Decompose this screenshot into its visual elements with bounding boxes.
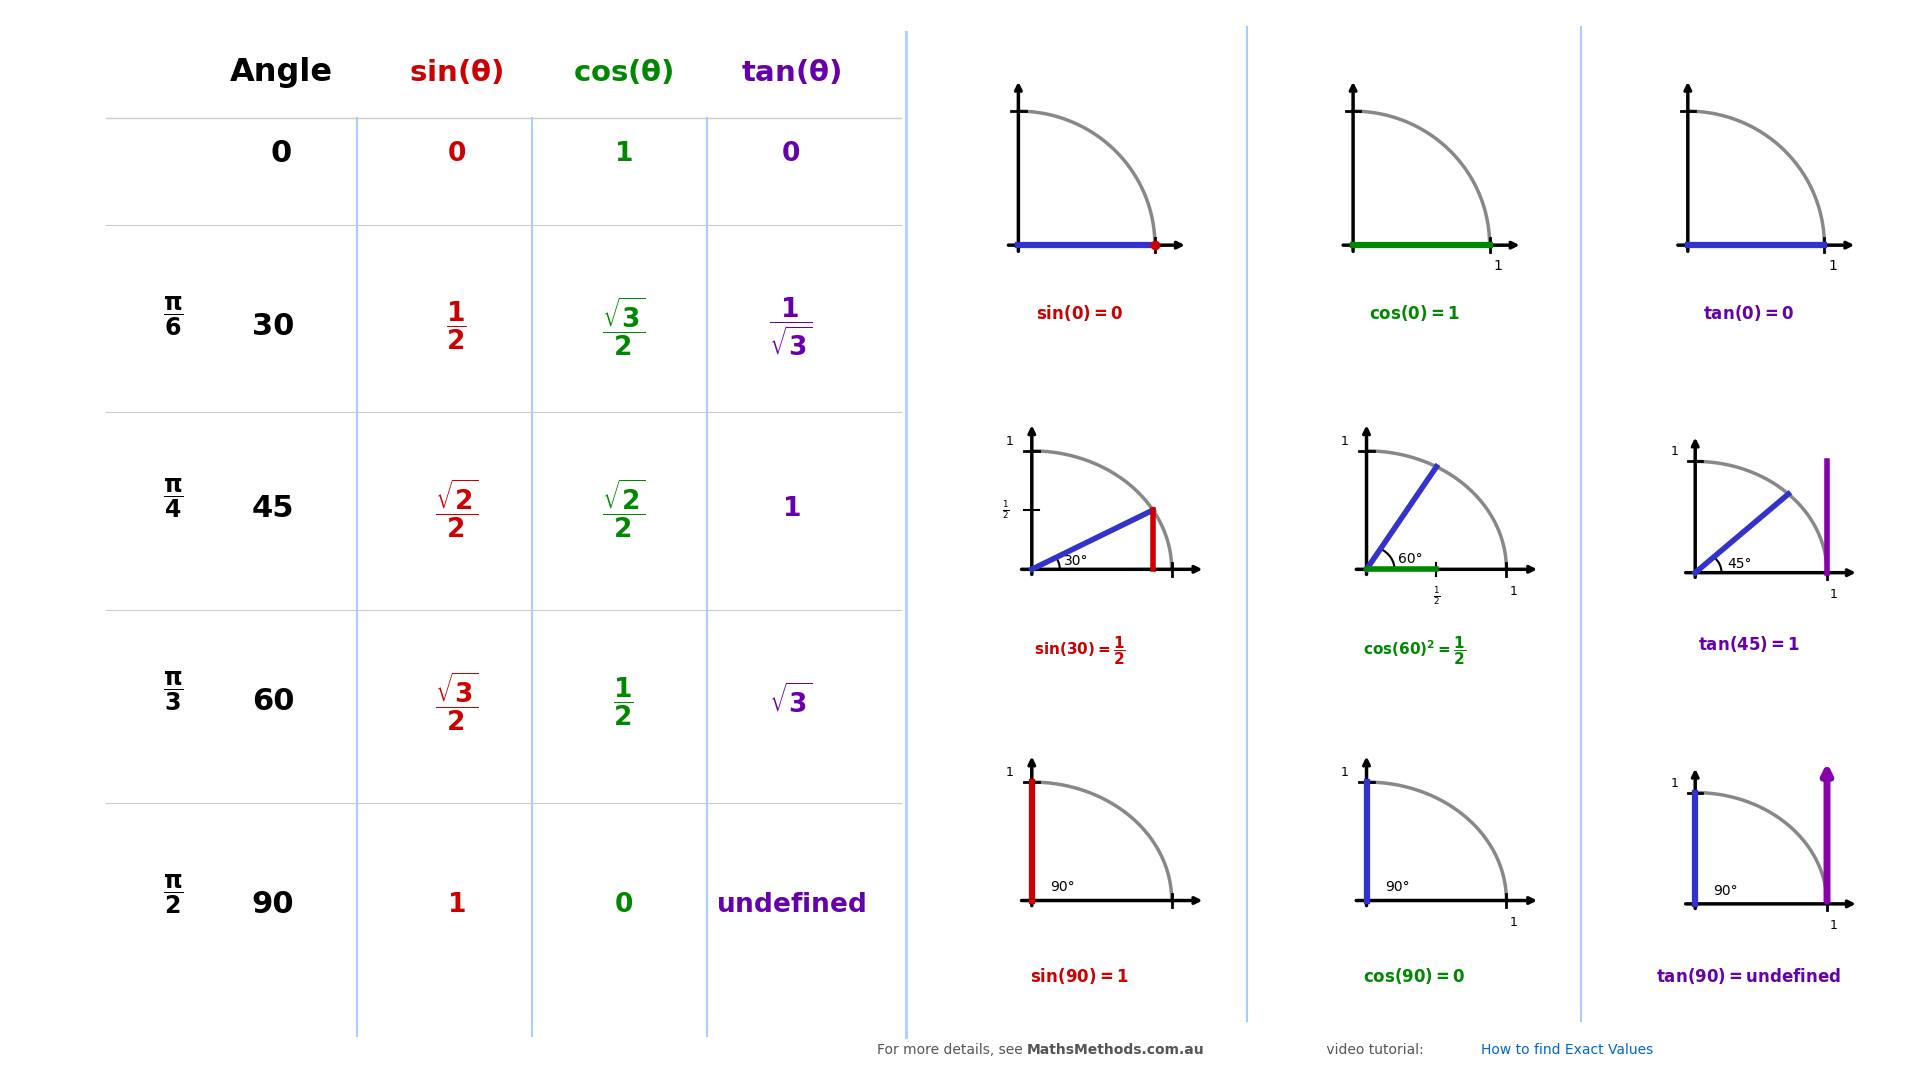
Text: $\mathbf{sin(0) = 0}$: $\mathbf{sin(0) = 0}$ bbox=[1035, 303, 1123, 323]
Text: $\mathbf{sin(90) = 1}$: $\mathbf{sin(90) = 1}$ bbox=[1031, 966, 1129, 986]
Text: $\mathbf{\dfrac{1}{2}}$: $\mathbf{\dfrac{1}{2}}$ bbox=[612, 676, 634, 728]
Text: 1: 1 bbox=[1509, 585, 1519, 598]
Text: How to find Exact Values: How to find Exact Values bbox=[1480, 1043, 1653, 1057]
Text: MathsMethods.com.au: MathsMethods.com.au bbox=[1027, 1043, 1206, 1057]
Text: $\mathbf{1}$: $\mathbf{1}$ bbox=[781, 496, 801, 522]
Text: $\mathbf{\dfrac{1}{\sqrt{3}}}$: $\mathbf{\dfrac{1}{\sqrt{3}}}$ bbox=[770, 295, 812, 357]
Text: $\mathbf{\dfrac{\pi}{3}}$: $\mathbf{\dfrac{\pi}{3}}$ bbox=[163, 670, 184, 713]
Text: $\mathbf{0}$: $\mathbf{0}$ bbox=[614, 892, 634, 918]
Text: $\mathbf{cos(90) = 0}$: $\mathbf{cos(90) = 0}$ bbox=[1363, 966, 1465, 986]
Text: 1: 1 bbox=[1340, 435, 1348, 448]
Text: $\mathbf{tan(0) = 0}$: $\mathbf{tan(0) = 0}$ bbox=[1703, 303, 1795, 323]
Text: $x^{-1}$: $x^{-1}$ bbox=[40, 336, 65, 355]
Text: Exact Values: Exact Values bbox=[44, 476, 61, 604]
Text: 1: 1 bbox=[1340, 766, 1348, 779]
Text: 90: 90 bbox=[252, 890, 294, 919]
Text: $\mathbf{tan(\theta)}$: $\mathbf{tan(\theta)}$ bbox=[741, 58, 841, 86]
Text: 1: 1 bbox=[1828, 259, 1837, 273]
Text: $\mathbf{tan(45) = 1}$: $\mathbf{tan(45) = 1}$ bbox=[1697, 634, 1799, 654]
Text: 1: 1 bbox=[1509, 916, 1519, 929]
Text: $\mathbf{\sqrt{3}}$: $\mathbf{\sqrt{3}}$ bbox=[770, 685, 812, 719]
Text: 1: 1 bbox=[1006, 766, 1014, 779]
Text: 30°: 30° bbox=[1064, 554, 1089, 568]
Text: $\mathbf{\dfrac{1}{2}}$: $\mathbf{\dfrac{1}{2}}$ bbox=[445, 300, 467, 352]
Text: 30: 30 bbox=[252, 312, 294, 340]
Text: 1: 1 bbox=[1670, 445, 1678, 458]
Text: $\mathbf{1}$: $\mathbf{1}$ bbox=[614, 140, 634, 166]
Text: 60°: 60° bbox=[1398, 552, 1423, 566]
Text: 0: 0 bbox=[271, 139, 292, 168]
Text: $\mathbf{\dfrac{\pi}{6}}$: $\mathbf{\dfrac{\pi}{6}}$ bbox=[163, 295, 184, 338]
Text: $\mathbf{sin(30) = \dfrac{1}{2}}$: $\mathbf{sin(30) = \dfrac{1}{2}}$ bbox=[1033, 634, 1125, 667]
Text: 60: 60 bbox=[252, 687, 294, 716]
Text: 1: 1 bbox=[1830, 588, 1837, 600]
Text: $\mathbf{cos(0) = 1}$: $\mathbf{cos(0) = 1}$ bbox=[1369, 303, 1459, 323]
Text: $\mathbf{cos(\theta)}$: $\mathbf{cos(\theta)}$ bbox=[572, 58, 674, 86]
Text: $\mathbf{\dfrac{\sqrt{3}}{2}}$: $\mathbf{\dfrac{\sqrt{3}}{2}}$ bbox=[603, 295, 645, 357]
Text: 1: 1 bbox=[1494, 259, 1501, 273]
Text: $\mathbf{\dfrac{\sqrt{3}}{2}}$: $\mathbf{\dfrac{\sqrt{3}}{2}}$ bbox=[434, 671, 478, 733]
Text: 31: 31 bbox=[40, 1040, 65, 1058]
Text: 45: 45 bbox=[252, 495, 294, 524]
Text: For more details, see: For more details, see bbox=[877, 1043, 1027, 1057]
Text: Angle: Angle bbox=[228, 57, 332, 87]
Text: $\mathbf{1}$: $\mathbf{1}$ bbox=[447, 892, 465, 918]
Text: 1: 1 bbox=[1830, 919, 1837, 932]
Text: video tutorial:: video tutorial: bbox=[1323, 1043, 1428, 1057]
Text: $\mathbf{0}$: $\mathbf{0}$ bbox=[781, 140, 801, 166]
Text: $\mathbf{cos(60)^2 = \dfrac{1}{2}}$: $\mathbf{cos(60)^2 = \dfrac{1}{2}}$ bbox=[1363, 634, 1465, 667]
Text: $\frac{1}{2}$: $\frac{1}{2}$ bbox=[1002, 499, 1010, 521]
Text: $\frac{d}{dx}vu$: $\frac{d}{dx}vu$ bbox=[38, 767, 67, 788]
Text: 45°: 45° bbox=[1726, 557, 1751, 571]
Text: 90°: 90° bbox=[1384, 880, 1409, 894]
Text: 90°: 90° bbox=[1713, 883, 1738, 897]
Text: $\mathbf{tan(90) =}$undefined: $\mathbf{tan(90) =}$undefined bbox=[1657, 966, 1841, 986]
Text: 90°: 90° bbox=[1050, 880, 1075, 894]
Text: $\mathbf{\dfrac{\pi}{4}}$: $\mathbf{\dfrac{\pi}{4}}$ bbox=[163, 477, 184, 521]
Text: $\mathbf{\dfrac{\pi}{2}}$: $\mathbf{\dfrac{\pi}{2}}$ bbox=[163, 873, 184, 916]
Text: $\mathbf{0}$: $\mathbf{0}$ bbox=[447, 140, 467, 166]
Text: $\mathbf{\dfrac{\sqrt{2}}{2}}$: $\mathbf{\dfrac{\sqrt{2}}{2}}$ bbox=[434, 477, 478, 540]
Text: $\mathbf{sin(\theta)}$: $\mathbf{sin(\theta)}$ bbox=[409, 58, 503, 86]
Text: $\mathbf{\dfrac{\sqrt{2}}{2}}$: $\mathbf{\dfrac{\sqrt{2}}{2}}$ bbox=[603, 477, 645, 540]
Text: 1: 1 bbox=[1006, 435, 1014, 448]
Text: $\int x^2 d$: $\int x^2 d$ bbox=[36, 97, 69, 119]
Text: $\mathbf{undefined}$: $\mathbf{undefined}$ bbox=[716, 892, 866, 918]
Text: $\frac{1}{2}$: $\frac{1}{2}$ bbox=[1432, 585, 1440, 607]
Text: $\int x^2 d$: $\int x^2 d$ bbox=[36, 637, 69, 659]
Text: $\frac{d}{dx}vu$: $\frac{d}{dx}vu$ bbox=[38, 205, 67, 227]
Text: 1: 1 bbox=[1670, 777, 1678, 789]
